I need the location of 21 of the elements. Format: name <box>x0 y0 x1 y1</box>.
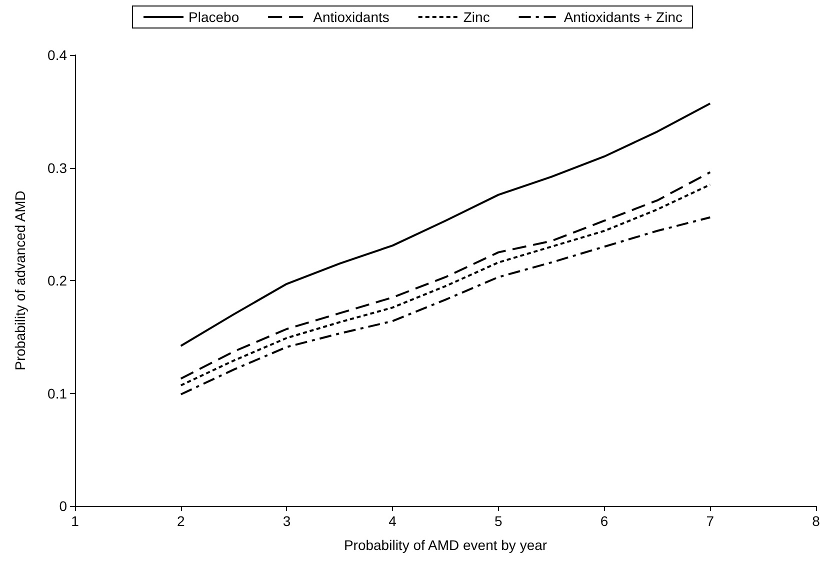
legend-label: Antioxidants + Zinc <box>564 9 682 25</box>
x-tick-label: 4 <box>388 513 397 529</box>
y-tick-label: 0 <box>59 498 68 514</box>
line-series <box>180 102 712 347</box>
y-tick-label: 0.1 <box>48 385 68 402</box>
y-tick-label: 0.3 <box>48 160 68 176</box>
x-tick-label: 3 <box>282 513 291 529</box>
legend-label: Antioxidants <box>313 9 390 25</box>
y-tick-label: 0.4 <box>48 47 68 63</box>
x-tick-label: 2 <box>176 513 185 529</box>
x-tick-label: 5 <box>494 513 503 529</box>
legend-label: Zinc <box>463 9 490 25</box>
x-tick-label: 7 <box>706 513 714 529</box>
x-axis-title: Probability of AMD event by year <box>344 537 548 553</box>
x-tick-label: 1 <box>71 513 80 529</box>
x-tick-label: 8 <box>812 513 820 529</box>
line-series <box>180 216 712 396</box>
legend-label: Placebo <box>188 9 240 25</box>
x-tick-label: 6 <box>600 513 608 529</box>
y-axis-title: Probability of advanced AMD <box>12 190 28 370</box>
y-tick-label: 0.2 <box>48 272 68 288</box>
